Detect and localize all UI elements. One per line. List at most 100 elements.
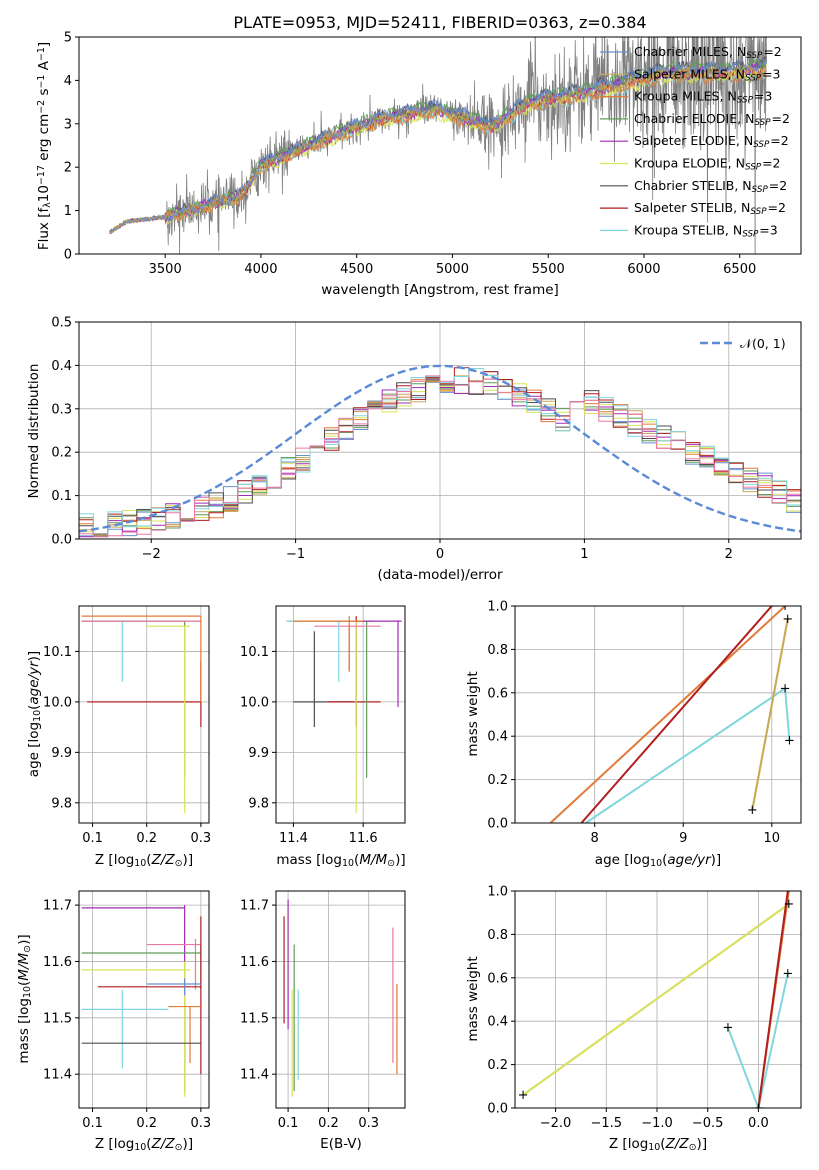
x-tick-label: 0.1 [82,831,103,846]
weight-vs-metallicity-panel: −2.0 −1.5 −1.0 −0.5 0.00.00.20.40.60.81.0+++… [465,885,802,1153]
x-tick-label: 0.3 [191,831,212,846]
legend-entry: Salpeter STELIB, NSSP=2 [634,200,786,217]
x-tick-label: 0.2 [136,1116,157,1131]
y-tick-label: 0.5 [51,316,72,331]
x-axis-label: (data-model)/error [377,567,503,583]
x-tick-label: 10 [764,831,781,846]
y-tick-label: 0.0 [487,1102,508,1117]
residual-histogram-panel: −2 −1 0 1 2 0.0 0.1 0.2 0.3 0.4 0.5 𝒩(0, 1) (data-mo… [26,316,802,583]
x-tick-label: 0.1 [82,1116,103,1131]
axes-frame [514,890,802,1109]
plot-area [109,37,767,254]
x-axis-label: Z [log10(Z/Z⊙)] [609,1136,707,1153]
x-tick-label: −1.0 [641,1116,673,1131]
y-axis-label: Normed distribution [26,364,42,499]
normal-curve [79,364,801,533]
y-tick-label: 4 [64,74,72,89]
x-tick-label: 5000 [436,262,469,277]
y-tick-label: 10.0 [43,695,72,710]
y-tick-label: 11.7 [43,899,72,914]
weight-marker: + [753,1101,764,1116]
axes-frame [514,605,802,824]
axes-frame [78,890,210,1109]
y-tick-label: 3 [64,117,72,132]
plot-area: +++++ [518,891,794,1116]
legend-entry: 𝒩(0, 1) [740,336,786,351]
axes-frame [78,36,802,255]
x-tick-label: 0 [436,547,444,562]
x-axis-label: age [log10(age/yr)] [595,852,721,869]
weight-line [784,688,791,741]
x-axis-label: wavelength [Angstrom, rest frame] [321,282,559,298]
y-axis-label: mass weight [465,956,481,1041]
y-axis-label: mass [log10(M/M⊙)] [16,934,33,1063]
y-tick-label: 0.0 [51,533,72,548]
x-axis-label: E(B-V) [320,1136,362,1152]
weight-line [751,618,789,811]
y-tick-label: 0.4 [51,359,72,374]
y-tick-label: 0.2 [51,446,72,461]
axes-frame [78,605,210,824]
x-tick-label: 4500 [340,262,373,277]
x-tick-label: −1.5 [590,1116,622,1131]
plot-area: +++++ [549,606,795,823]
x-tick-label: −0.5 [692,1116,724,1131]
y-axis-label: mass weight [465,671,481,756]
y-tick-label: 0.3 [51,402,72,417]
y-tick-label: 9.9 [248,746,269,761]
y-tick-label: 1.0 [487,600,508,615]
legend-entry: Chabrier STELIB, NSSP=2 [634,178,787,195]
x-tick-label: 0.0 [748,1116,769,1131]
x-tick-label: 11.6 [349,831,378,846]
weight-line [727,1027,760,1108]
y-tick-label: 11.4 [240,1068,269,1083]
weight-line [585,687,786,823]
plot-area [81,905,202,1097]
y-axis-label: age [log10(age/yr)] [26,651,43,777]
weight-marker: + [747,803,758,818]
x-tick-label: 9 [679,831,687,846]
y-tick-label: 11.5 [43,1011,72,1026]
y-axis-label: Flux [fλ10−17 erg cm−2 s−1 A−1] [36,42,53,250]
y-tick-label: 11.5 [240,1011,269,1026]
age-vs-mass-panel: 11.4 11.6 9.8 9.9 10.0 10.1 mass [log10(M/M⊙)] [240,605,406,869]
x-tick-label: 2 [725,547,733,562]
weight-marker: + [723,1021,734,1036]
mass-vs-metallicity-panel: 0.1 0.2 0.3 11.4 11.5 11.6 11.7 Z [log10(Z/Z⊙)]… [16,890,211,1153]
y-tick-label: 9.8 [51,796,72,811]
y-tick-label: 9.8 [248,796,269,811]
legend-entry: Chabrier MILES, NSSP=2 [634,44,782,61]
x-tick-label: −2.0 [540,1116,572,1131]
plot-area [81,615,202,813]
weight-marker: + [782,612,793,627]
x-axis-label: Z [log10(Z/Z⊙)] [95,1136,193,1153]
figure-title: PLATE=0953, MJD=52411, FIBERID=0363, z=0… [233,13,646,32]
plot-area [283,899,398,1097]
spectrum-panel: 3500 4000 4500 5000 5500 6000 6500 0 1 2 3 4 5 Chabri… [36,31,802,298]
y-tick-label: 9.9 [51,746,72,761]
legend-entry: Salpeter ELODIE, NSSP=2 [634,133,789,150]
y-tick-label: 10.0 [240,695,269,710]
weight-marker: + [780,681,791,696]
y-tick-label: 11.6 [43,955,72,970]
x-tick-label: 11.4 [279,831,308,846]
y-tick-label: 0.0 [487,817,508,832]
x-tick-label: 0.1 [278,1116,299,1131]
y-tick-label: 0.8 [487,643,508,658]
x-tick-label: 6000 [627,262,660,277]
legend-entry: Kroupa MILES, NSSP=3 [634,89,772,106]
legend-entry: Chabrier ELODIE, NSSP=2 [634,111,790,128]
plot-area [286,616,402,813]
y-tick-label: 11.6 [240,955,269,970]
weight-line [757,973,789,1108]
y-tick-label: 0.8 [487,928,508,943]
x-tick-label: 0.2 [136,831,157,846]
y-tick-label: 5 [64,31,72,46]
weight-vs-age-panel: 8 9 100.00.20.40.60.81.0+++++age [log10(ag… [465,600,802,869]
y-tick-label: 0.4 [487,730,508,745]
legend-entry: Kroupa ELODIE, NSSP=2 [634,156,781,173]
weight-line [580,606,773,823]
x-tick-label: −2 [142,547,161,562]
y-tick-label: 10.1 [240,645,269,660]
